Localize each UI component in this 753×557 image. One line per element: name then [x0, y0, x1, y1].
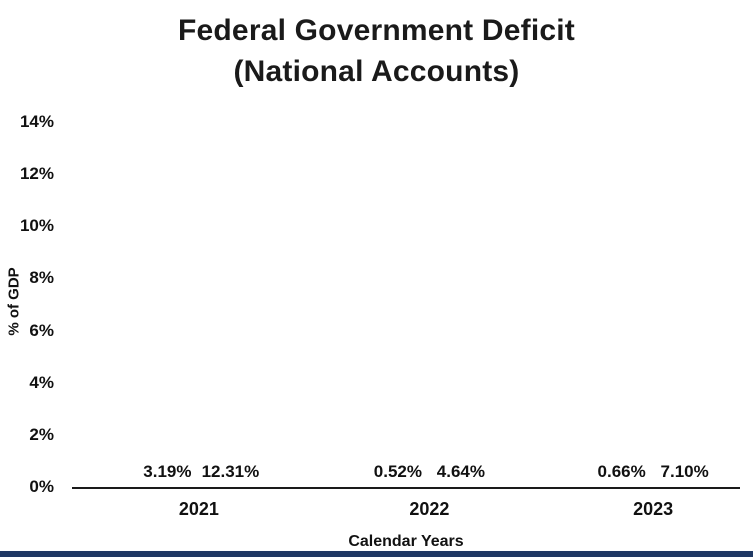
bottom-border-strip: [0, 551, 753, 557]
y-axis-ticks: 0% 2% 4% 6% 8% 10% 12% 14%: [0, 112, 60, 496]
x-category-label-2023: 2023: [633, 499, 674, 519]
bar-value-label-2023-red: 0.66%: [597, 462, 646, 481]
y-tick-0%: 0%: [29, 477, 54, 496]
chart-title-line2: (National Accounts): [233, 55, 520, 89]
bar-value-label-2021-red: 3.19%: [143, 462, 192, 481]
y-tick-12%: 12%: [19, 164, 54, 184]
chart-title-line1: Federal Government Deficit: [178, 14, 575, 47]
bar-value-label-2022-navy: 4.64%: [436, 462, 485, 481]
chart-title: Federal Government Deficit (National Acc…: [0, 10, 753, 93]
y-tick-6%: 6%: [29, 320, 54, 340]
y-tick-8%: 8%: [29, 268, 54, 288]
y-tick-4%: 4%: [29, 372, 54, 392]
bar-value-label-2021-navy: 12.31%: [201, 462, 260, 481]
y-tick-14%: 14%: [19, 112, 54, 131]
y-tick-2%: 2%: [29, 424, 54, 444]
plot-area: 3.19% 12.31% 2021 0.52% 4.64% 2022 0.66% 7.10% 2…: [72, 122, 740, 519]
x-category-label-2022: 2022: [409, 499, 450, 519]
x-axis-title: Calendar Years: [348, 533, 464, 550]
bar-value-label-2023-navy: 7.10%: [660, 462, 709, 481]
x-category-label-2021: 2021: [178, 499, 219, 519]
bar-value-label-2022-red: 0.52%: [373, 462, 422, 481]
y-tick-10%: 10%: [19, 216, 54, 236]
